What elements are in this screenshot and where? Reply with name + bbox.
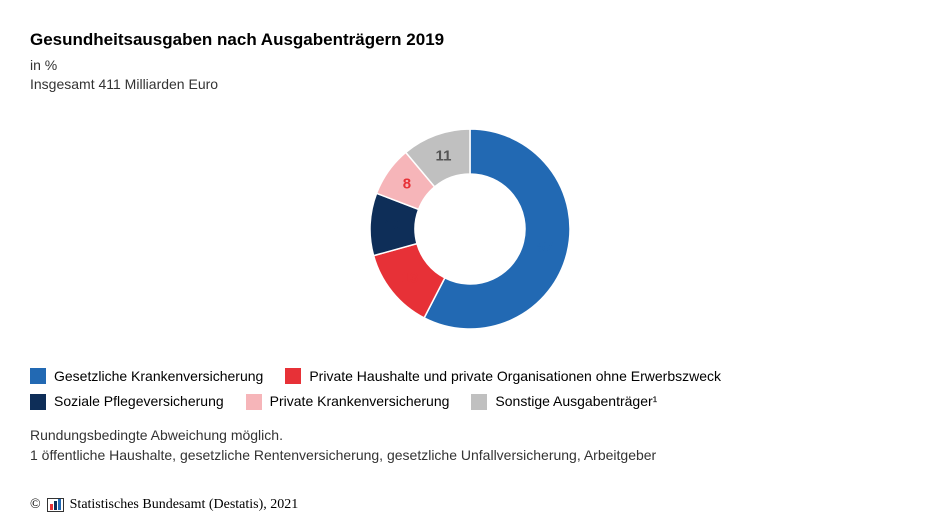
legend-label: Private Haushalte und private Organisati… xyxy=(309,364,721,389)
legend-item: Private Haushalte und private Organisati… xyxy=(285,364,721,389)
legend-label: Gesetzliche Krankenversicherung xyxy=(54,364,263,389)
donut-chart: 571310811 xyxy=(355,114,585,344)
copyright-symbol: © xyxy=(30,497,41,513)
legend: Gesetzliche Krankenversicherung Private H… xyxy=(30,364,910,414)
legend-label: Private Krankenversicherung xyxy=(270,389,450,414)
legend-item: Private Krankenversicherung xyxy=(246,389,450,414)
legend-swatch xyxy=(246,394,262,410)
chart-area: 571310811 xyxy=(30,114,910,344)
legend-row: Gesetzliche Krankenversicherung Private H… xyxy=(30,364,910,389)
logo-bar xyxy=(58,499,61,510)
legend-swatch xyxy=(30,394,46,410)
destatis-logo-icon xyxy=(47,498,64,512)
legend-item: Soziale Pflegeversicherung xyxy=(30,389,224,414)
copyright: © Statistisches Bundesamt (Destatis), 20… xyxy=(30,497,298,513)
logo-bar xyxy=(54,501,57,510)
footnote-line-2: 1 öffentliche Haushalte, gesetzliche Ren… xyxy=(30,446,910,466)
legend-label: Sonstige Ausgabenträger¹ xyxy=(495,389,657,414)
legend-row: Soziale Pflegeversicherung Private Kranke… xyxy=(30,389,910,414)
legend-label: Soziale Pflegeversicherung xyxy=(54,389,224,414)
logo-bar xyxy=(50,504,53,510)
subtitle-line-2: Insgesamt 411 Milliarden Euro xyxy=(30,75,910,94)
footnotes: Rundungsbedingte Abweichung möglich. 1 ö… xyxy=(30,426,910,465)
legend-swatch xyxy=(30,368,46,384)
subtitle-line-1: in % xyxy=(30,56,910,75)
legend-swatch xyxy=(285,368,301,384)
legend-item: Sonstige Ausgabenträger¹ xyxy=(471,389,657,414)
page-title: Gesundheitsausgaben nach Ausgabenträgern… xyxy=(30,30,910,50)
legend-swatch xyxy=(471,394,487,410)
legend-item: Gesetzliche Krankenversicherung xyxy=(30,364,263,389)
footnote-line-1: Rundungsbedingte Abweichung möglich. xyxy=(30,426,910,446)
copyright-text: Statistisches Bundesamt (Destatis), 2021 xyxy=(70,497,299,513)
